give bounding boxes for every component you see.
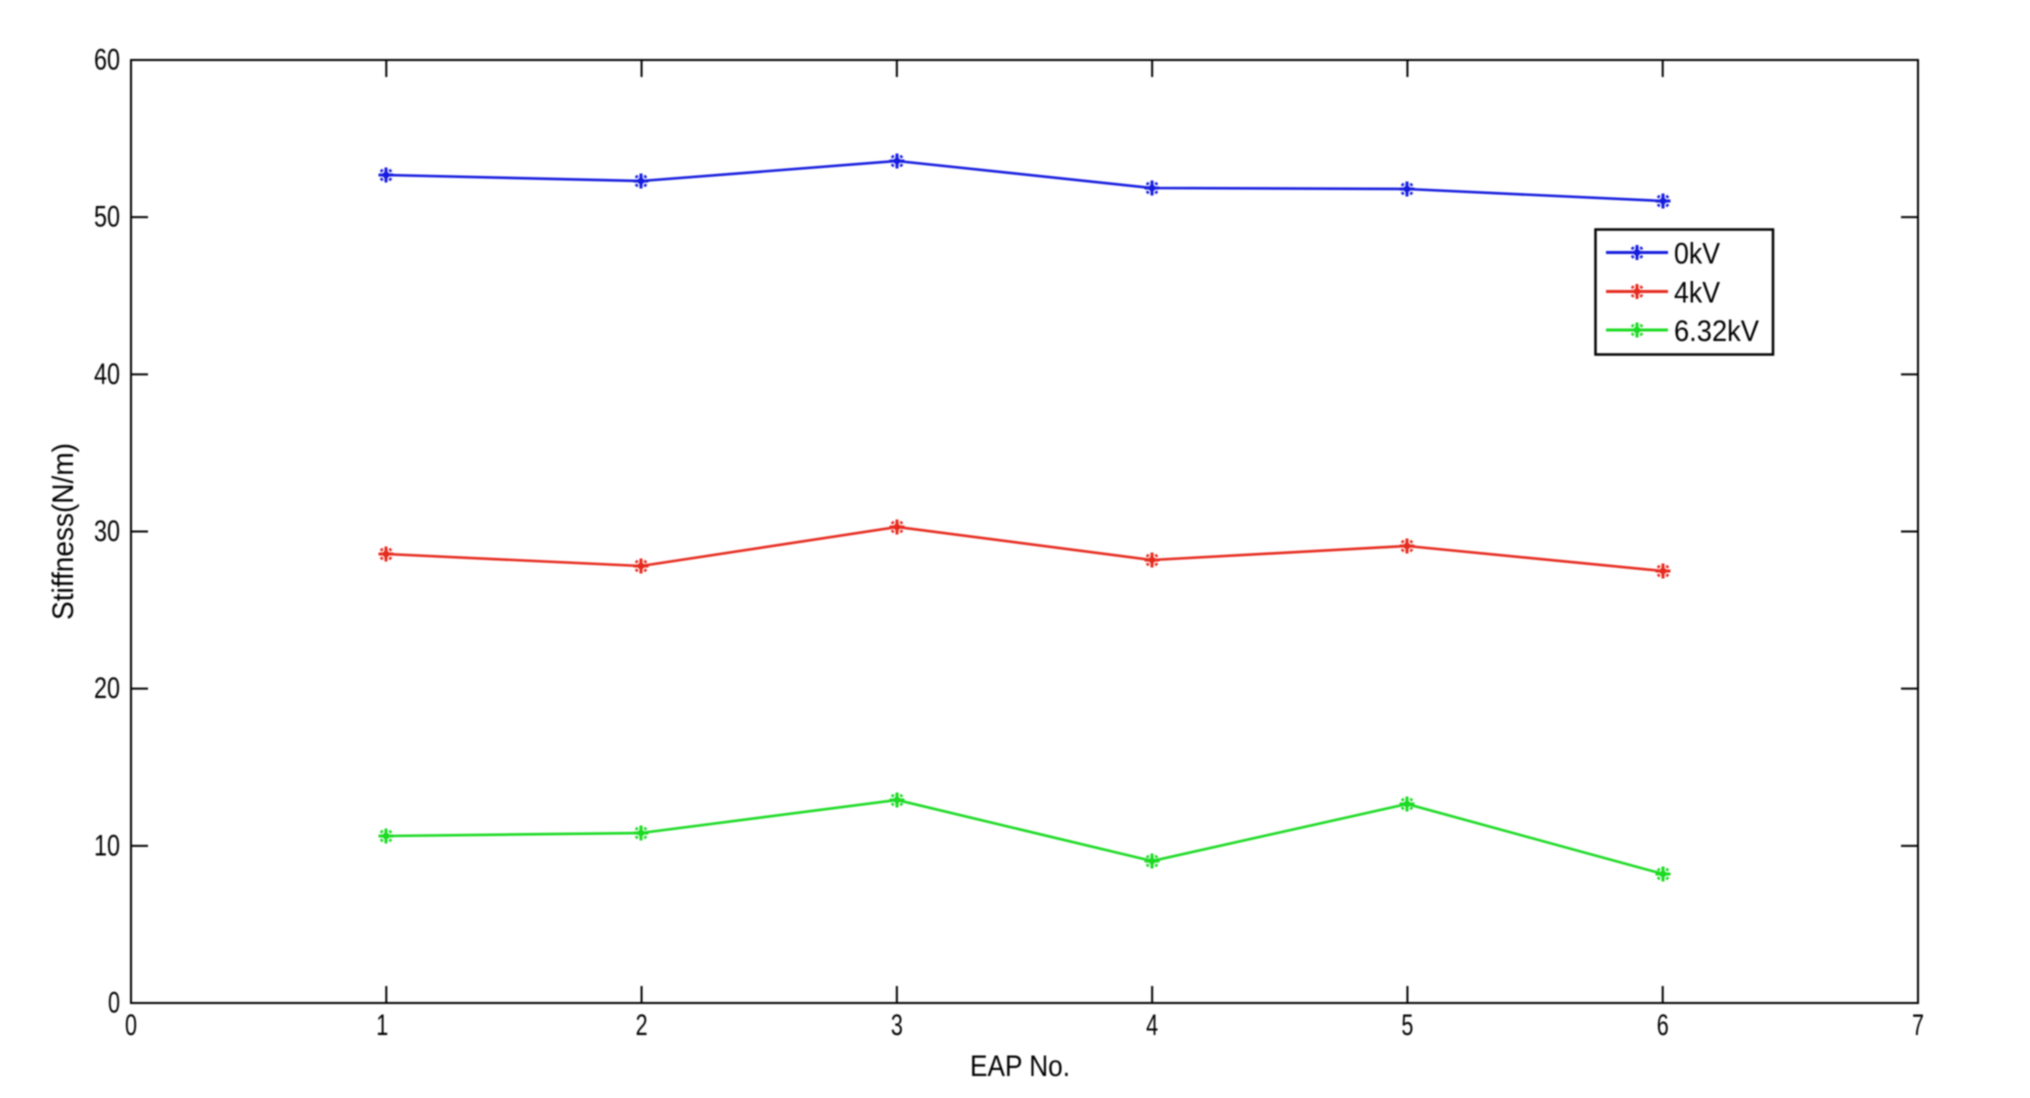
svg-text:6.32kV: 6.32kV xyxy=(1674,315,1759,348)
svg-text:4: 4 xyxy=(1146,1009,1158,1042)
svg-text:2: 2 xyxy=(636,1009,648,1042)
svg-text:6: 6 xyxy=(1657,1009,1669,1042)
svg-text:0: 0 xyxy=(108,987,120,1020)
svg-text:20: 20 xyxy=(94,672,120,705)
svg-text:7: 7 xyxy=(1912,1009,1924,1042)
svg-text:40: 40 xyxy=(94,358,120,391)
svg-text:5: 5 xyxy=(1401,1009,1413,1042)
svg-text:1: 1 xyxy=(376,1009,388,1042)
svg-text:0: 0 xyxy=(125,1009,137,1042)
svg-text:3: 3 xyxy=(891,1009,903,1042)
svg-text:60: 60 xyxy=(94,44,120,77)
svg-text:10: 10 xyxy=(94,829,120,862)
svg-text:30: 30 xyxy=(94,515,120,548)
svg-text:50: 50 xyxy=(94,201,120,234)
svg-text:4kV: 4kV xyxy=(1674,277,1720,310)
svg-text:Stiffness(N/m): Stiffness(N/m) xyxy=(47,443,80,620)
svg-text:0kV: 0kV xyxy=(1674,238,1720,271)
svg-text:EAP No.: EAP No. xyxy=(970,1050,1070,1083)
